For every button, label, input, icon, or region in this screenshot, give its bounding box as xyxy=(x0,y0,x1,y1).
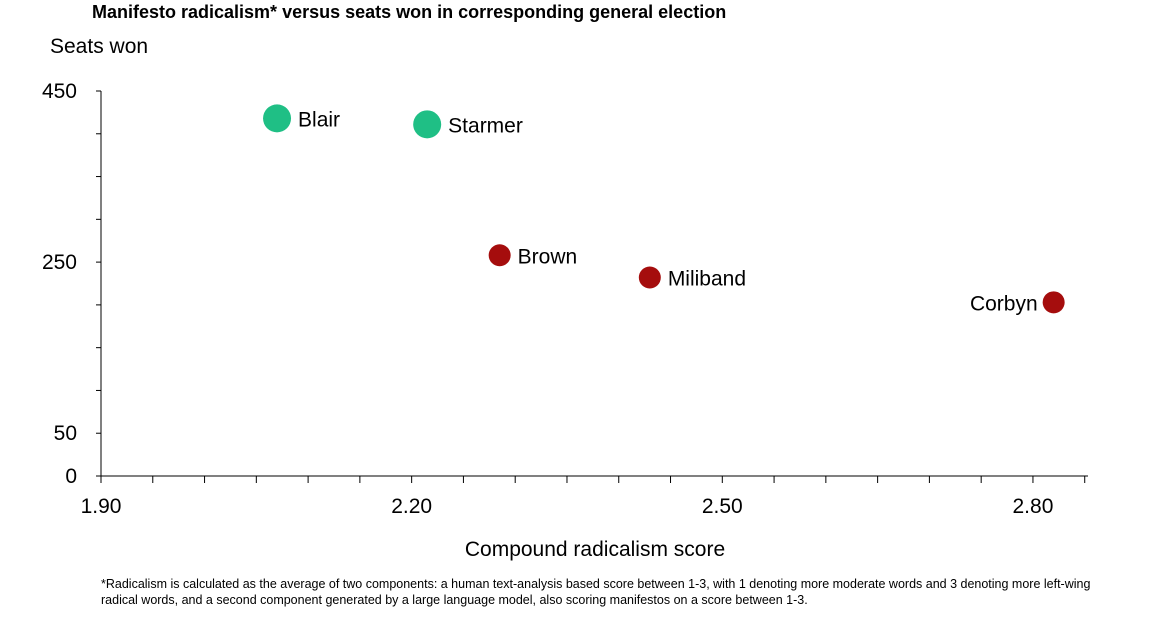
data-point-blair xyxy=(263,104,292,133)
y-tick-label: 250 xyxy=(42,251,77,274)
x-tick-label: 2.20 xyxy=(391,495,432,518)
y-axis-ticks: 450 250 50 0 xyxy=(42,80,101,488)
point-label-corbyn: Corbyn xyxy=(970,292,1038,315)
data-point-miliband xyxy=(638,266,661,289)
data-point-brown xyxy=(488,244,511,267)
x-tick-label: 2.50 xyxy=(702,495,743,518)
x-tick-label: 1.90 xyxy=(81,495,122,518)
point-label-blair: Blair xyxy=(298,108,340,131)
point-label-miliband: Miliband xyxy=(668,268,746,291)
point-label-brown: Brown xyxy=(518,245,578,268)
data-point-corbyn xyxy=(1042,291,1065,314)
y-tick-label: 50 xyxy=(54,422,77,445)
chart-title: Manifesto radicalism* versus seats won i… xyxy=(92,2,727,22)
x-axis-label: Compound radicalism score xyxy=(464,538,726,561)
axes xyxy=(100,91,1088,477)
x-axis-ticks: 1.90 2.20 2.50 2.80 xyxy=(81,476,1086,518)
data-point-starmer xyxy=(413,110,442,139)
y-tick-label: 0 xyxy=(65,465,77,488)
y-axis-label: Seats won xyxy=(50,35,149,58)
footnote: *Radicalism is calculated as the average… xyxy=(101,577,1091,607)
x-tick-label: 2.80 xyxy=(1013,495,1054,518)
y-tick-label: 450 xyxy=(42,80,77,103)
point-label-starmer: Starmer xyxy=(448,114,523,137)
data-points: Blair Starmer Brown Miliband Corbyn xyxy=(263,104,1065,315)
